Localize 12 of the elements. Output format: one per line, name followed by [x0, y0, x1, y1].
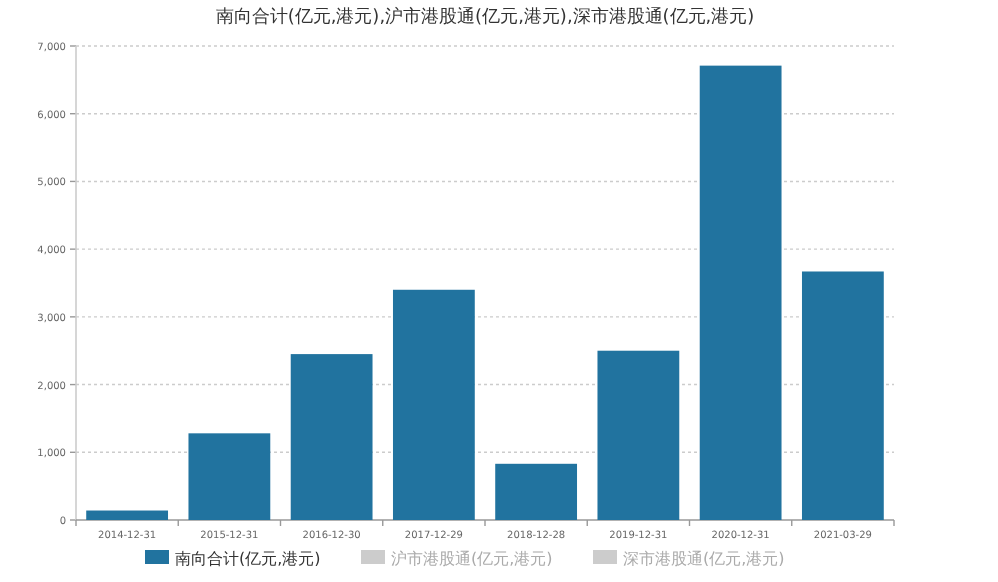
- legend-label: 沪市港股通(亿元,港元): [391, 550, 553, 568]
- bar: [290, 354, 373, 520]
- bar: [495, 463, 578, 520]
- bar: [188, 433, 271, 520]
- chart-title: 南向合计(亿元,港元),沪市港股通(亿元,港元),深市港股通(亿元,港元): [215, 6, 755, 28]
- bar: [801, 271, 884, 520]
- bar: [699, 65, 782, 520]
- bar: [86, 510, 169, 520]
- bar: [392, 289, 475, 520]
- legend-label: 南向合计(亿元,港元): [175, 550, 321, 568]
- bar: [597, 350, 680, 520]
- legend-label: 深市港股通(亿元,港元): [623, 550, 785, 568]
